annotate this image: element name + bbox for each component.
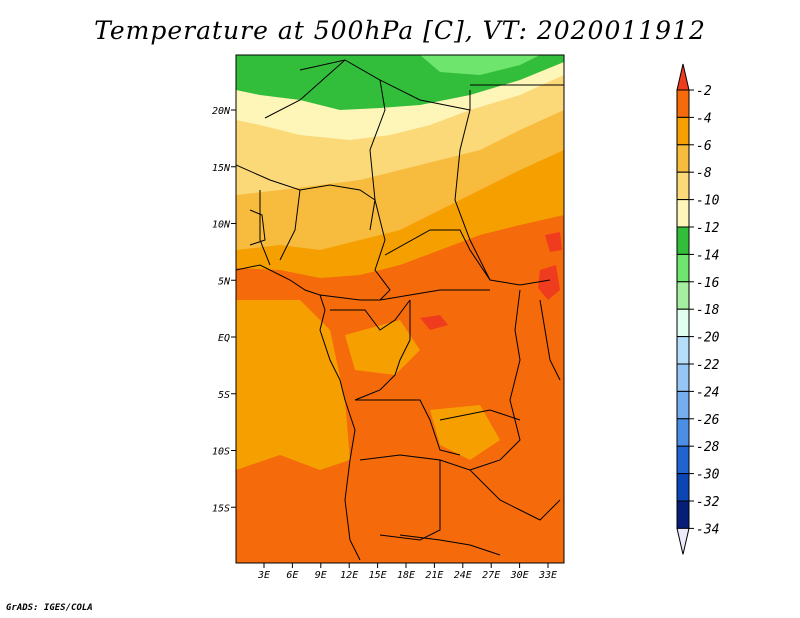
colorbar-label: -10 bbox=[696, 194, 720, 209]
lon-tick-label: 27E bbox=[482, 570, 500, 581]
colorbar-label: -16 bbox=[696, 276, 720, 291]
colorbar-label: -12 bbox=[696, 221, 720, 236]
grads-credit: GrADS: IGES/COLA bbox=[6, 603, 93, 613]
colorbar-swatch bbox=[676, 390, 690, 420]
colorbar-swatch bbox=[676, 116, 690, 146]
longitude-axis: 3E 6E 9E 12E 15E 18E 21E 24E 27E 30E 33E bbox=[257, 563, 557, 581]
lat-tick-label: 10S bbox=[212, 447, 230, 458]
colorbar-swatch bbox=[676, 253, 690, 283]
colorbar-swatch bbox=[676, 226, 690, 255]
colorbar-swatch bbox=[676, 445, 690, 475]
colorbar-swatch bbox=[676, 281, 690, 310]
lat-tick-label: 5S bbox=[218, 390, 230, 401]
latitude-axis: 20N 15N 10N 5N EQ 5S 10S 15S bbox=[212, 106, 236, 514]
lon-tick-label: 15E bbox=[369, 570, 387, 581]
colorbar-label: -30 bbox=[696, 468, 720, 483]
colorbar-swatch bbox=[676, 363, 690, 392]
lon-tick-label: 12E bbox=[340, 570, 358, 581]
colorbar-label: -18 bbox=[696, 303, 720, 318]
temperature-field bbox=[236, 55, 564, 563]
colorbar-label: -22 bbox=[696, 358, 720, 373]
colorbar-label: -2 bbox=[696, 84, 712, 99]
lat-tick-label: 15S bbox=[212, 503, 230, 514]
lon-tick-label: 21E bbox=[425, 570, 443, 581]
colorbar-cap-top bbox=[676, 63, 690, 91]
colorbar-label: -8 bbox=[696, 166, 712, 181]
colorbar-swatch bbox=[676, 89, 690, 118]
colorbar-swatch bbox=[676, 500, 690, 529]
lat-tick-label: 10N bbox=[212, 220, 231, 231]
colorbar-swatch bbox=[676, 336, 690, 365]
map-frame bbox=[235, 54, 565, 564]
lon-tick-label: 30E bbox=[510, 570, 529, 581]
colorbar-swatch bbox=[676, 144, 690, 173]
lon-tick-label: 9E bbox=[315, 570, 327, 581]
lat-tick-label: 5N bbox=[218, 276, 231, 287]
lon-tick-label: 6E bbox=[286, 570, 298, 581]
lon-tick-label: 24E bbox=[454, 570, 472, 581]
colorbar-legend: -2 -4 -6 -8 -10 -12 -14 -16 -18 -20 -22 -24 -26 -28 -3… bbox=[676, 63, 720, 555]
lat-tick-label: 15N bbox=[212, 163, 231, 174]
colorbar-label: -6 bbox=[696, 139, 712, 154]
colorbar-swatch bbox=[676, 308, 690, 338]
colorbar-label: -24 bbox=[696, 385, 719, 400]
colorbar-swatch bbox=[676, 418, 690, 447]
colorbar-label: -26 bbox=[696, 413, 720, 428]
colorbar-swatch bbox=[676, 199, 690, 228]
colorbar-label: -34 bbox=[696, 522, 719, 537]
lat-tick-label: EQ bbox=[218, 333, 230, 344]
lon-tick-label: 18E bbox=[397, 570, 415, 581]
lon-tick-label: 33E bbox=[538, 570, 557, 581]
lat-tick-label: 20N bbox=[212, 106, 231, 117]
colorbar-label: -4 bbox=[696, 111, 712, 126]
colorbar-label: -32 bbox=[696, 495, 720, 510]
colorbar-label: -28 bbox=[696, 440, 720, 455]
lon-tick-label: 3E bbox=[257, 570, 270, 581]
colorbar-cap-bottom bbox=[676, 527, 690, 555]
map-title: Temperature at 500hPa [C], VT: 202001191… bbox=[94, 16, 706, 45]
colorbar-label: -20 bbox=[696, 331, 720, 346]
colorbar-swatch bbox=[676, 473, 690, 502]
colorbar-swatch bbox=[676, 171, 690, 201]
colorbar-label: -14 bbox=[696, 248, 719, 263]
